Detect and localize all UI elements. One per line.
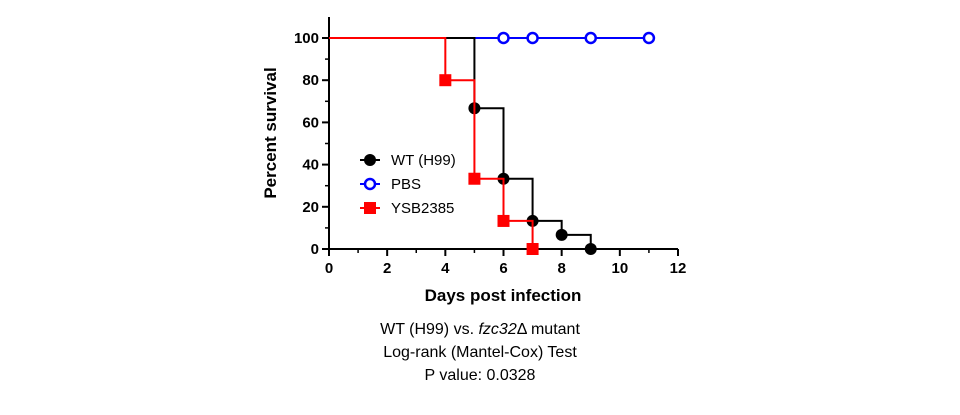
- x-tick-label: 10: [611, 260, 628, 277]
- marker-square: [468, 172, 481, 185]
- caption-test: Log-rank (Mantel-Cox) Test: [383, 344, 577, 361]
- legend-label: YSB2385: [391, 200, 454, 217]
- series-line: [329, 37, 592, 249]
- legend-item: PBS: [360, 176, 421, 193]
- legend-item: YSB2385: [360, 200, 454, 217]
- marker-open-circle: [526, 31, 539, 45]
- y-axis-label: Percent survival: [261, 67, 280, 198]
- y-tick-label: 100: [294, 30, 319, 47]
- y-tick-label: 60: [302, 114, 319, 131]
- y-tick-label: 0: [311, 241, 319, 258]
- series-wt-h99: [329, 37, 597, 255]
- x-axis-label: Days post infection: [425, 286, 582, 305]
- marker-square: [497, 214, 510, 227]
- series-ysb2385: [329, 37, 539, 255]
- marker-open-circle: [497, 31, 510, 45]
- legend-label: PBS: [391, 176, 421, 193]
- caption-suffix: Δ mutant: [516, 321, 580, 338]
- marker-open-circle: [584, 31, 597, 45]
- y-tick-label: 20: [302, 199, 319, 216]
- caption-gene: fzc32: [478, 321, 517, 338]
- marker-circle: [584, 243, 597, 255]
- marker-square: [526, 243, 539, 255]
- chart-legend: WT (H99) PBS YSB2385: [360, 152, 456, 217]
- caption-prefix: WT (H99) vs.: [380, 321, 479, 338]
- legend-label: WT (H99): [391, 152, 456, 169]
- legend-item: WT (H99): [360, 152, 456, 169]
- marker-square: [439, 74, 452, 87]
- y-tick-label: 40: [302, 157, 319, 174]
- x-tick-label: 4: [441, 260, 450, 277]
- x-tick-label: 8: [557, 260, 565, 277]
- marker-circle: [364, 154, 376, 166]
- survival-chart: 0 2 4 6 8 10 12 0 20 40 60 80 100 WT (H99) PBS YSB2385…: [261, 17, 686, 305]
- marker-square: [364, 202, 376, 214]
- chart-caption: WT (H99) vs. fzc32Δ mutant Log-rank (Man…: [0, 318, 960, 387]
- chart-series: [329, 31, 656, 255]
- x-tick-label: 0: [325, 260, 333, 277]
- x-tick-label: 12: [670, 260, 687, 277]
- caption-comparison: WT (H99) vs. fzc32Δ mutant: [0, 318, 960, 341]
- x-tick-label: 6: [499, 260, 507, 277]
- marker-open-circle: [363, 177, 377, 191]
- y-tick-label: 80: [302, 72, 319, 89]
- caption-pvalue: P value: 0.0328: [424, 367, 536, 384]
- marker-circle: [555, 228, 568, 241]
- marker-open-circle: [642, 31, 656, 45]
- chart-axes: 0 2 4 6 8 10 12 0 20 40 60 80 100: [294, 17, 686, 277]
- x-tick-label: 2: [383, 260, 391, 277]
